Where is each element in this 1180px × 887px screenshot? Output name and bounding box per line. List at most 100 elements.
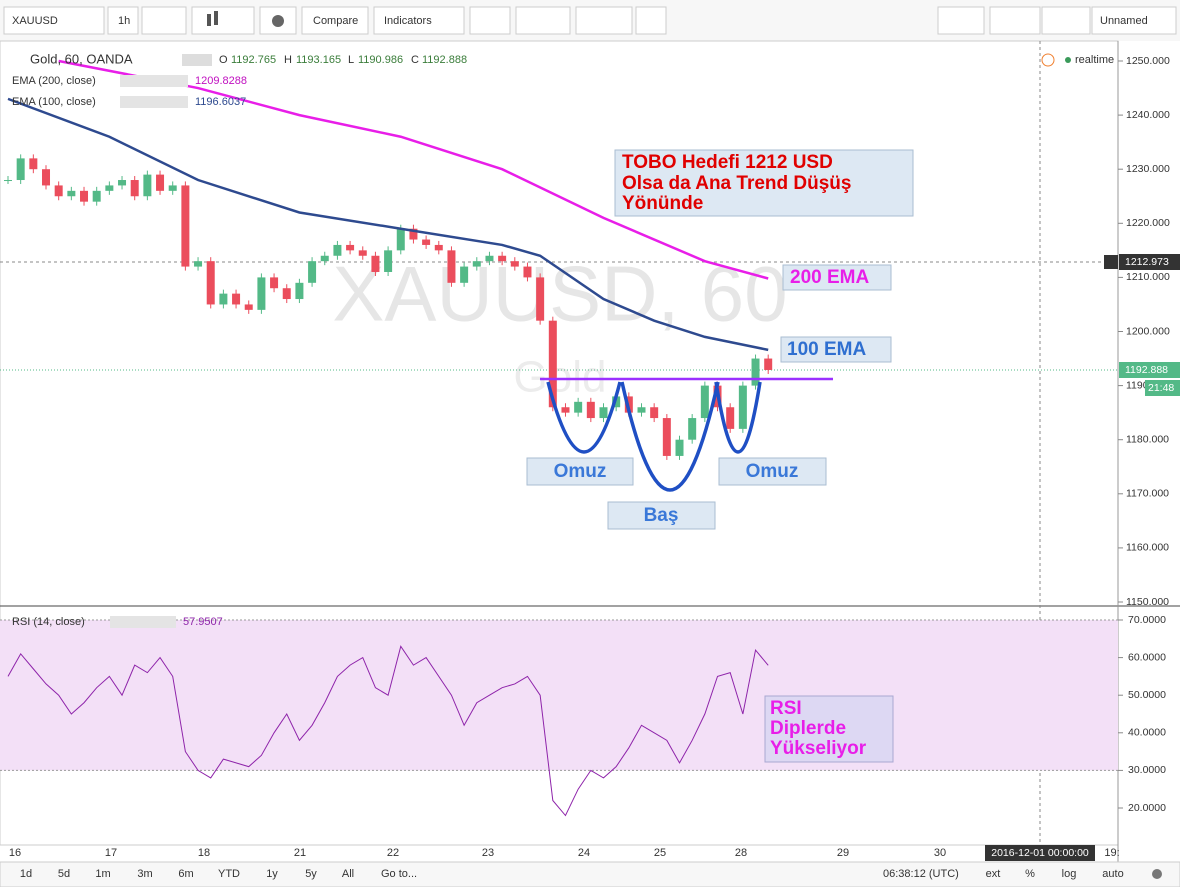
candle: [308, 261, 317, 283]
scale-option[interactable]: auto: [1102, 868, 1123, 880]
icon: [272, 15, 284, 27]
time-label: 17: [105, 847, 117, 859]
symbol-box[interactable]: [3, 6, 105, 35]
realtime-dot: [1065, 57, 1071, 63]
symbol: XAUUSD: [12, 15, 58, 27]
undo-redo[interactable]: [575, 6, 633, 35]
candle: [333, 244, 342, 256]
theme-button[interactable]: [515, 6, 571, 35]
candle: [409, 228, 418, 240]
ema200-box: [782, 264, 892, 291]
alert-button[interactable]: [469, 6, 511, 35]
range-button[interactable]: 1m: [95, 868, 110, 880]
candle: [396, 228, 405, 251]
candle: [637, 407, 646, 413]
candle: [460, 266, 469, 283]
candle: [92, 190, 101, 202]
range-button[interactable]: 1d: [20, 868, 32, 880]
settings-icon[interactable]: [1152, 869, 1162, 879]
legend-series: Gold, 60, OANDA: [30, 51, 133, 66]
warning-icon[interactable]: [1041, 53, 1055, 67]
layout-name: Unnamed: [1100, 15, 1148, 27]
ema200-line: [58, 59, 769, 280]
range-button[interactable]: 3m: [137, 868, 152, 880]
watermark-sub: Gold: [514, 353, 607, 402]
bottom-controls: 1d 5d 1m 3m 6m YTD 1y 5y All Go to... 06:38:12 (UT…: [20, 868, 1162, 880]
price-tick-label: 1240.000: [1126, 109, 1170, 121]
rsi-note: Yükseliyor: [770, 738, 867, 759]
legend-icons: [120, 96, 188, 108]
time-label: 25: [654, 847, 666, 859]
candle: [510, 261, 519, 267]
range-button[interactable]: 5y: [305, 868, 317, 880]
target-text: Olsa da Ana Trend Düşüş: [622, 173, 851, 194]
time-label: 29: [837, 847, 849, 859]
target-text: Yönünde: [622, 193, 703, 214]
range-button[interactable]: 6m: [178, 868, 193, 880]
candle: [118, 180, 127, 186]
legend-value: 1192.888: [422, 54, 467, 66]
time-label: 18: [198, 847, 210, 859]
save-button[interactable]: [1041, 6, 1091, 35]
candle: [700, 385, 709, 419]
legend-icons: [110, 616, 176, 628]
range-button[interactable]: 5d: [58, 868, 70, 880]
candle: [675, 439, 684, 456]
shoulder-box: [718, 457, 827, 486]
compare-button[interactable]: [301, 6, 369, 35]
candle: [523, 266, 532, 278]
goto-button[interactable]: Go to...: [381, 868, 417, 880]
layout-button[interactable]: [1091, 6, 1177, 35]
legend-value: 1192.765: [231, 54, 276, 66]
candle: [168, 185, 177, 191]
legend-value: 1193.165: [296, 54, 341, 66]
price-pane: [4, 59, 773, 460]
fullscreen-button[interactable]: [635, 6, 667, 35]
candle: [42, 169, 51, 186]
legend-ema100-value: 1196.6037: [195, 96, 246, 108]
price-tick-label: 1170.000: [1126, 488, 1169, 500]
price-tick-label: 1180.000: [1126, 433, 1169, 445]
last-price-tag: [1119, 362, 1180, 378]
scale-option[interactable]: log: [1062, 868, 1077, 880]
shoulder-label: Omuz: [554, 461, 607, 482]
candle: [67, 190, 76, 197]
rsi-tick-label: 50.0000: [1128, 689, 1166, 701]
price-tick-label: 1160.000: [1126, 542, 1169, 554]
candle: [282, 288, 291, 300]
candle: [472, 261, 481, 267]
candle: [219, 293, 228, 305]
shoulder-label: Omuz: [746, 461, 799, 482]
price-tick-label: 1220.000: [1126, 217, 1170, 229]
watermark: XAUUSD, 60: [332, 250, 787, 338]
icon: [207, 14, 211, 26]
chart-type-button[interactable]: [191, 6, 255, 35]
candle: [181, 185, 190, 267]
time-label: 16: [9, 847, 21, 859]
candle: [536, 277, 545, 321]
candle: [130, 180, 139, 197]
head-shoulders: [546, 381, 762, 492]
candle: [447, 250, 456, 283]
indicators-button[interactable]: [373, 6, 465, 35]
add-button[interactable]: [1104, 255, 1118, 269]
load-button[interactable]: [989, 6, 1041, 35]
more-button[interactable]: [141, 6, 187, 35]
interval-button[interactable]: [107, 6, 139, 35]
scale-option[interactable]: ext: [986, 868, 1001, 880]
range-button[interactable]: 1y: [266, 868, 278, 880]
rsi-note: RSI: [770, 698, 802, 719]
time-label: 19:: [1104, 847, 1119, 859]
range-button[interactable]: YTD: [218, 868, 240, 880]
time-label: 23: [482, 847, 494, 859]
color-button[interactable]: [937, 6, 985, 35]
candle: [206, 261, 215, 305]
time-label: 21: [294, 847, 306, 859]
range-button[interactable]: All: [342, 868, 354, 880]
candle: [143, 174, 152, 197]
scale-option[interactable]: %: [1025, 868, 1035, 880]
candle: [320, 255, 329, 262]
icon: [214, 11, 218, 25]
candle: [371, 255, 380, 272]
price-tick-label: 1250.000: [1126, 55, 1170, 67]
